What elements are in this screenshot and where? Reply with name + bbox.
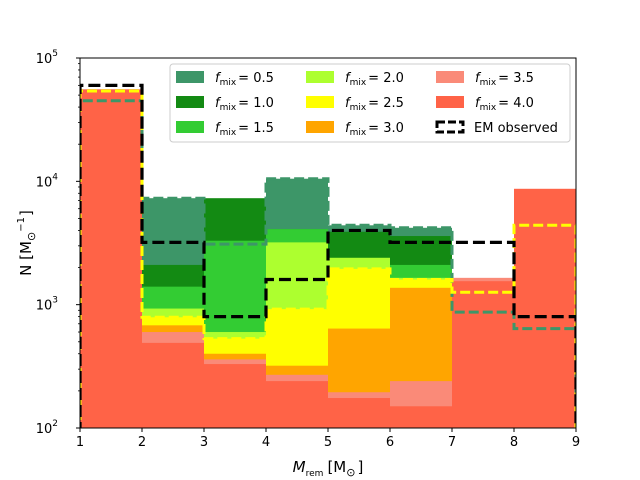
bar-f-mix-4-0-bin-4 xyxy=(266,381,328,428)
legend-swatch-f-mix-2-0 xyxy=(306,71,334,83)
y-axis: 102 103 104 105 xyxy=(36,49,80,437)
x-tick-label-1: 1 xyxy=(76,435,84,450)
x-tick-label-7: 7 xyxy=(448,435,456,450)
legend-label-f-mix-1-0: fmix = 1.0 xyxy=(215,96,274,113)
bar-f-mix-4-0-bin-2 xyxy=(142,342,204,428)
x-tick-label-3: 3 xyxy=(200,435,208,450)
histogram-fills xyxy=(80,89,576,428)
legend-item-f-mix-2-5: fmix = 2.5 xyxy=(306,96,404,113)
x-tick-label-9: 9 xyxy=(572,435,580,450)
bar-f-mix-4-0-bin-6 xyxy=(390,406,452,428)
legend-box xyxy=(169,63,571,143)
legend-item-em-observed: EM observed xyxy=(435,120,558,136)
legend-swatch-f-mix-1-0 xyxy=(176,96,204,108)
y-axis-label: N [M⊙−1] xyxy=(16,210,38,276)
x-axis-label: Mrem [M⊙] xyxy=(293,458,364,479)
histogram-outlines xyxy=(80,83,576,428)
x-tick-label-5: 5 xyxy=(324,435,332,450)
x-tick-label-2: 2 xyxy=(138,435,146,450)
x-axis: 1 2 3 4 5 6 7 8 9 xyxy=(76,428,580,450)
x-tick-label-4: 4 xyxy=(262,435,270,450)
y-tick-label-5: 105 xyxy=(36,49,58,67)
legend-swatch-f-mix-2-5 xyxy=(306,96,334,108)
legend-item-f-mix-1-0: fmix = 1.0 xyxy=(176,96,274,113)
legend-label-f-mix-4-0: fmix = 4.0 xyxy=(475,96,534,113)
bar-f-mix-4-0-bin-3 xyxy=(204,364,266,428)
bar-f-mix-4-0-bin-7 xyxy=(452,281,514,428)
y-tick-label-3: 103 xyxy=(36,296,58,314)
bar-f-mix-4-0-bin-5 xyxy=(328,398,390,428)
legend-swatch-f-mix-3-5 xyxy=(436,71,464,83)
y-tick-label-2: 102 xyxy=(36,419,58,437)
legend-item-f-mix-1-5: fmix = 1.5 xyxy=(176,121,274,138)
legend-swatch-em-observed xyxy=(435,120,465,134)
legend-label-f-mix-2-5: fmix = 2.5 xyxy=(345,96,404,113)
legend-swatch-f-mix-0-5 xyxy=(176,71,204,83)
bar-f-mix-4-0-bin-8 xyxy=(514,188,576,428)
legend-label-f-mix-2-0: fmix = 2.0 xyxy=(345,71,404,88)
legend-item-f-mix-0-5: fmix = 0.5 xyxy=(176,71,274,88)
legend-label-em-observed: EM observed xyxy=(474,121,558,136)
x-tick-label-8: 8 xyxy=(510,435,518,450)
legend-label-f-mix-3-0: fmix = 3.0 xyxy=(345,121,404,138)
legend-swatch-f-mix-4-0 xyxy=(436,96,464,108)
x-tick-label-6: 6 xyxy=(386,435,394,450)
legend-item-f-mix-2-0: fmix = 2.0 xyxy=(306,71,404,88)
bar-f-mix-4-0-bin-1 xyxy=(80,90,142,428)
legend-swatch-f-mix-3-0 xyxy=(306,121,334,133)
legend: fmix = 0.5 fmix = 1.0 fmix = 1.5 fmix = 2.0 fmix… xyxy=(169,63,571,143)
legend-label-f-mix-1-5: fmix = 1.5 xyxy=(215,121,274,138)
legend-item-f-mix-4-0: fmix = 4.0 xyxy=(436,96,534,113)
y-tick-label-4: 104 xyxy=(36,172,59,190)
series-f-mix-4-0 xyxy=(80,90,576,428)
outline-em-observed xyxy=(80,83,576,428)
legend-item-f-mix-3-0: fmix = 3.0 xyxy=(306,121,404,138)
legend-swatch-f-mix-1-5 xyxy=(176,121,204,133)
legend-label-f-mix-3-5: fmix = 3.5 xyxy=(475,71,534,88)
legend-item-f-mix-3-5: fmix = 3.5 xyxy=(436,71,534,88)
legend-label-f-mix-0-5: fmix = 0.5 xyxy=(215,71,274,88)
